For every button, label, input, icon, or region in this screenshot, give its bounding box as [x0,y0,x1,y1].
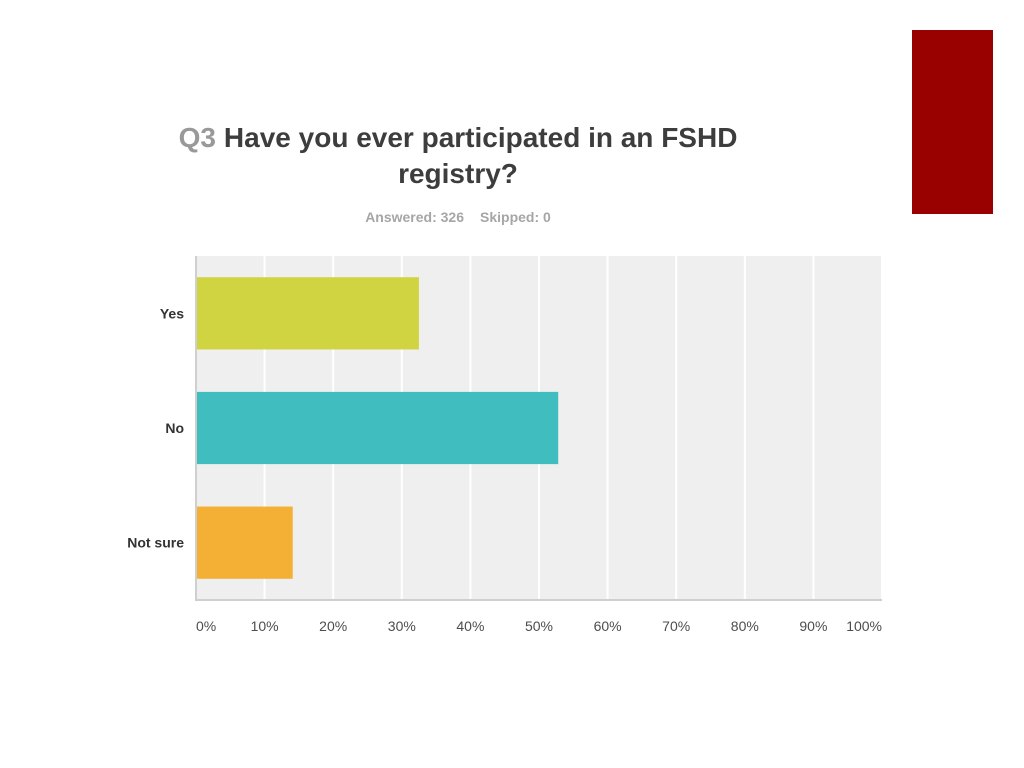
x-tick-label: 90% [799,618,827,634]
bar-not-sure [196,506,293,579]
response-stats: Answered: 326 Skipped: 0 [300,209,616,225]
x-tick-label: 0% [196,618,216,634]
x-tick-label: 70% [662,618,690,634]
bar-yes [196,277,419,350]
question-title: Q3 Have you ever participated in an FSHD … [150,120,766,192]
skipped-count: Skipped: 0 [480,209,551,225]
category-label: Yes [160,305,184,321]
x-tick-label: 30% [388,618,416,634]
x-tick-label: 100% [846,618,882,634]
category-label: Not sure [127,535,184,551]
x-tick-label: 80% [731,618,759,634]
category-label: No [165,420,184,436]
question-text: Have you ever participated in an FSHD re… [223,122,738,189]
accent-block [912,30,993,214]
x-tick-label: 20% [319,618,347,634]
question-number: Q3 [178,122,216,153]
bar-no [196,391,559,465]
x-tick-label: 40% [456,618,484,634]
x-tick-label: 60% [594,618,622,634]
x-tick-label: 10% [251,618,279,634]
answered-count: Answered: 326 [365,209,465,225]
x-tick-label: 50% [525,618,553,634]
